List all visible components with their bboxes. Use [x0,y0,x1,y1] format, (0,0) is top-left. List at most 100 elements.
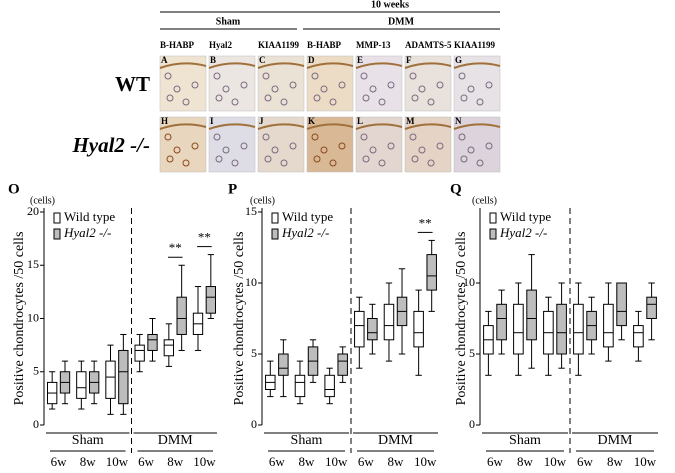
y-axis-label: Positive chondrocytes /50 cells [232,232,247,406]
box [556,303,567,355]
x-tick-label: 6w [487,454,504,469]
cell [166,155,174,163]
cell [338,81,346,89]
cell [320,85,328,93]
panel-letter: F [406,55,412,65]
row-label: WT [115,72,150,96]
tissue-surface [257,62,305,69]
y-tick-label: 0 [33,417,39,431]
group-label: Sham [72,433,104,448]
panel-letter: B [210,55,216,65]
box [163,339,175,357]
group-label: DMM [388,16,415,27]
cell [329,159,337,167]
cell [280,159,288,167]
significance-label: ** [169,240,182,255]
cell [427,159,435,167]
column-label: B-HABP [160,40,195,50]
panel-letter: K [308,116,315,126]
x-tick-label: 8w [388,454,405,469]
cell [467,85,475,93]
x-tick-label: 6w [358,454,375,469]
panel-letter: J [259,116,264,126]
column-label: KIAA1199 [454,40,496,50]
column-label: MMP-13 [356,40,391,50]
cell [311,133,319,141]
cell [213,72,221,80]
x-tick-label: 6w [269,454,286,469]
cell [191,142,199,150]
unit-label: (cells) [472,195,497,206]
panel-letter: G [455,55,462,65]
cell [173,85,181,93]
cell [362,94,370,102]
panel-letter: C [259,55,266,65]
cell [458,133,466,141]
x-tick-label: 10w [544,454,567,469]
cell [271,146,279,154]
panel-letter: A [161,55,168,65]
cell [409,72,417,80]
x-tick-label: 10w [325,454,348,469]
x-tick-label: 10w [106,454,129,469]
legend-swatch [489,228,497,240]
group-label: DMM [378,433,414,448]
group-label: DMM [158,433,194,448]
cell [485,81,493,89]
box [278,353,289,376]
x-tick-label: 6w [51,454,68,469]
cell [418,146,426,154]
legend-label: Wild type [500,209,551,224]
y-axis-label: Positive chondrocytes /50 cells [12,232,27,406]
unit-label: (cells) [250,195,275,206]
cell [311,72,319,80]
tissue-surface [208,123,256,130]
y-tick-label: 0 [469,417,475,431]
cell [215,94,223,102]
column-label: Hyal2 [209,40,233,50]
box [76,371,87,399]
panel-label: P [228,181,237,197]
box [147,333,158,351]
cell [182,98,190,106]
box [337,353,348,376]
cell [222,146,230,154]
box [413,310,424,348]
y-tick-label: 0 [251,417,257,431]
group-label: DMM [597,433,633,448]
box [526,289,537,341]
legend-label: Wild type [282,209,333,224]
cell [164,133,172,141]
box [426,254,437,291]
box [603,303,614,348]
legend-swatch [53,228,61,240]
x-tick-label: 8w [299,454,316,469]
cell [369,85,377,93]
y-tick-label: 5 [251,346,257,360]
legend-swatch [489,212,497,224]
tissue-surface [453,62,501,69]
tissue-surface [306,62,354,69]
row-label: Hyal2 -/- [71,133,150,157]
cell [215,155,223,163]
cell [191,81,199,89]
box [205,286,217,314]
box [118,349,129,405]
panel-letter: N [455,116,462,126]
y-tick-label: 10 [463,275,475,289]
tissue-surface [159,123,207,130]
y-tick-label: 10 [27,310,39,324]
cell [262,133,270,141]
cell [427,98,435,106]
cell [411,94,419,102]
cell [436,142,444,150]
cell [460,94,468,102]
tissue-surface [208,62,256,69]
x-tick-label: 8w [517,454,534,469]
cell [369,146,377,154]
tissue-surface [306,123,354,130]
panel-letter: I [210,116,214,126]
box [633,325,644,348]
cell [458,72,466,80]
